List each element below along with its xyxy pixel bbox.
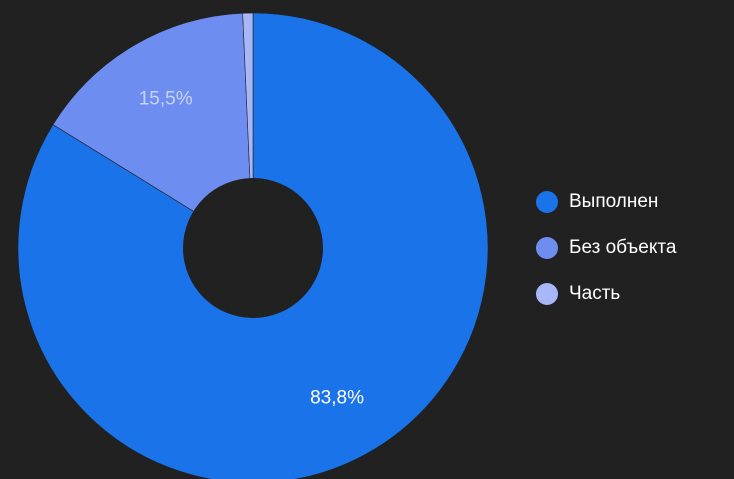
slice-labels-group: 83,8% 15,5% [139, 88, 364, 408]
legend-item-2[interactable]: Без объекта [536, 237, 677, 259]
legend-swatch-2 [536, 237, 558, 259]
legend[interactable]: Выполнен Без объекта Часть [536, 191, 677, 305]
legend-item-3[interactable]: Часть [536, 283, 620, 305]
donut-hole [183, 178, 323, 318]
slice-2[interactable] [52, 12, 254, 249]
legend-swatch-1 [536, 191, 558, 213]
slice-label-1: 83,8% [310, 388, 364, 409]
legend-swatch-3 [536, 283, 558, 305]
legend-label-1: Выполнен [569, 191, 658, 212]
legend-label-2: Без объекта [569, 237, 677, 258]
legend-label-3: Часть [569, 283, 620, 304]
slice-label-2: 15,5% [139, 88, 193, 109]
legend-item-1[interactable]: Выполнен [536, 191, 658, 213]
